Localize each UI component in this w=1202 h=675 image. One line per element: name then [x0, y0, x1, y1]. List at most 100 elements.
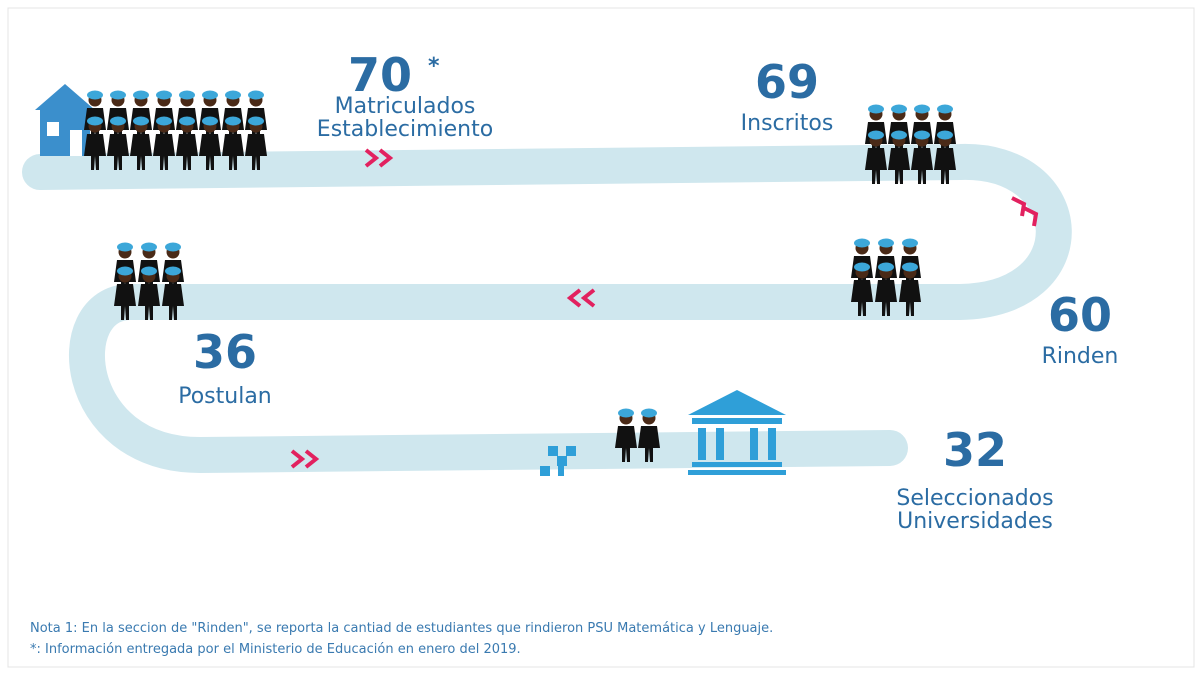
stage-label: Universidades: [897, 509, 1053, 534]
person: [934, 130, 956, 184]
person-body: [153, 134, 175, 170]
person-cap: [179, 116, 195, 126]
person-body: [875, 280, 897, 316]
person-cap: [117, 242, 133, 252]
person-cap: [156, 116, 172, 126]
person: [888, 130, 910, 184]
person-cap: [110, 116, 126, 126]
person-cap: [117, 266, 133, 276]
stage-value: 36: [193, 325, 257, 379]
person-body: [865, 148, 887, 184]
note: Nota 1: En la seccion de "Rinden", se re…: [30, 621, 773, 636]
person: [176, 116, 198, 170]
person-cap: [156, 90, 172, 100]
person: [638, 408, 660, 462]
note: *: Información entregada por el Minister…: [30, 642, 521, 657]
stage-value: 32: [943, 423, 1007, 477]
person-body: [138, 284, 160, 320]
person-body: [899, 280, 921, 316]
stage-value: 70: [348, 48, 412, 102]
person-cap: [87, 90, 103, 100]
person-body: [245, 134, 267, 170]
university-icon: [688, 390, 786, 475]
person-cap: [133, 90, 149, 100]
person: [899, 262, 921, 316]
stage-value: 69: [755, 55, 819, 109]
finish-flag: [540, 446, 576, 476]
person-cap: [937, 130, 953, 140]
person-cap: [225, 116, 241, 126]
road: [22, 143, 1072, 473]
person-body: [638, 426, 660, 462]
person-cap: [133, 116, 149, 126]
arrows: [290, 148, 1039, 469]
person: [107, 116, 129, 170]
person-cap: [868, 130, 884, 140]
person: [911, 130, 933, 184]
person-body: [162, 284, 184, 320]
stage-value: 60: [1048, 288, 1112, 342]
person-body: [199, 134, 221, 170]
person-cap: [165, 266, 181, 276]
person-cap: [854, 262, 870, 272]
person-body: [911, 148, 933, 184]
stage-label: Postulan: [178, 384, 272, 409]
person-body: [114, 284, 136, 320]
person-cap: [902, 262, 918, 272]
school-icon: [35, 84, 95, 156]
person-cap: [179, 90, 195, 100]
person: [84, 116, 106, 170]
person: [130, 116, 152, 170]
stage-label: Rinden: [1042, 344, 1119, 369]
person: [615, 408, 637, 462]
person-cap: [641, 408, 657, 418]
person-cap: [248, 116, 264, 126]
person-body: [84, 134, 106, 170]
person-cap: [141, 242, 157, 252]
person: [199, 116, 221, 170]
person-cap: [854, 238, 870, 248]
person: [851, 262, 873, 316]
person: [222, 116, 244, 170]
person-cap: [110, 90, 126, 100]
person: [162, 266, 184, 320]
stage-label: Matriculados: [335, 94, 476, 119]
person-body: [130, 134, 152, 170]
person-body: [615, 426, 637, 462]
person-cap: [878, 238, 894, 248]
person-cap: [937, 104, 953, 114]
person-cap: [618, 408, 634, 418]
person-cap: [891, 104, 907, 114]
person-cap: [878, 262, 894, 272]
person-cap: [165, 242, 181, 252]
frame: [7, 7, 1195, 668]
people: [84, 90, 956, 462]
person-cap: [202, 90, 218, 100]
stage-label: Establecimiento: [317, 117, 493, 142]
person-cap: [225, 90, 241, 100]
person-cap: [891, 130, 907, 140]
person-cap: [87, 116, 103, 126]
person-body: [107, 134, 129, 170]
person: [245, 116, 267, 170]
person-body: [176, 134, 198, 170]
person-body: [222, 134, 244, 170]
person-cap: [868, 104, 884, 114]
stage-marker: *: [428, 54, 440, 79]
person: [875, 262, 897, 316]
person-cap: [141, 266, 157, 276]
person: [114, 266, 136, 320]
person-body: [934, 148, 956, 184]
person-cap: [914, 130, 930, 140]
stage-label: Seleccionados: [896, 486, 1053, 511]
person-body: [888, 148, 910, 184]
person-cap: [248, 90, 264, 100]
person: [153, 116, 175, 170]
person-cap: [902, 238, 918, 248]
stage-label: Inscritos: [741, 111, 834, 136]
person-cap: [202, 116, 218, 126]
person-cap: [914, 104, 930, 114]
person: [138, 266, 160, 320]
person-body: [851, 280, 873, 316]
